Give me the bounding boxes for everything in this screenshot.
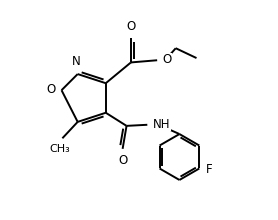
Text: N: N (72, 55, 81, 68)
Text: CH₃: CH₃ (49, 144, 70, 154)
Text: NH: NH (153, 118, 170, 131)
Text: O: O (126, 20, 136, 33)
Text: O: O (118, 154, 127, 167)
Text: O: O (162, 53, 171, 66)
Text: O: O (46, 83, 55, 96)
Text: F: F (206, 163, 212, 176)
